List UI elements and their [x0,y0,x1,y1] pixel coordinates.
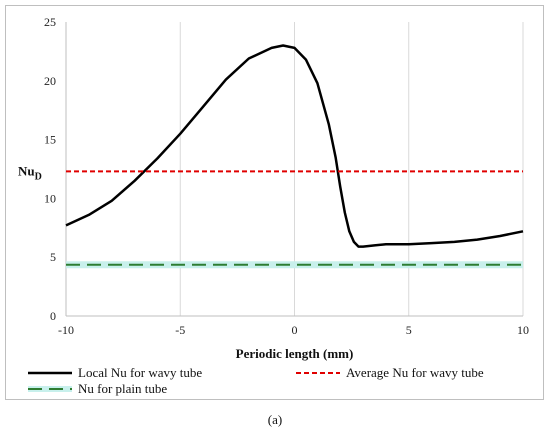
x-tick-label: 0 [292,323,298,337]
figure-caption: (a) [267,412,283,427]
legend-item-2: Nu for plain tube [28,381,167,396]
x-tick-label: -5 [175,323,185,337]
y-tick-label: 20 [44,74,56,88]
y-tick-label: 10 [44,191,56,205]
x-axis-title: Periodic length (mm) [236,346,354,361]
chart-frame [5,5,544,400]
y-tick-label: 0 [50,309,56,323]
y-tick-label: 15 [44,133,56,147]
y-axis-title-subscript: D [35,171,42,182]
legend-label: Local Nu for wavy tube [78,365,202,380]
legend-item-0: Local Nu for wavy tube [28,365,202,380]
y-tick-label: 25 [44,15,56,29]
chart-svg: 0 5 10 15 20 25 -10 -5 0 5 10 Periodic length (mm) N… [18,15,529,396]
x-tick-label: 10 [517,323,529,337]
legend-label: Average Nu for wavy tube [346,365,484,380]
y-axis-title: NuD [18,163,42,182]
legend-label: Nu for plain tube [78,381,167,396]
legend-item-1: Average Nu for wavy tube [296,365,484,380]
y-tick-label: 5 [50,250,56,264]
x-tick-label: -10 [58,323,74,337]
series-line-0 [65,44,524,248]
x-tick-label: 5 [406,323,412,337]
